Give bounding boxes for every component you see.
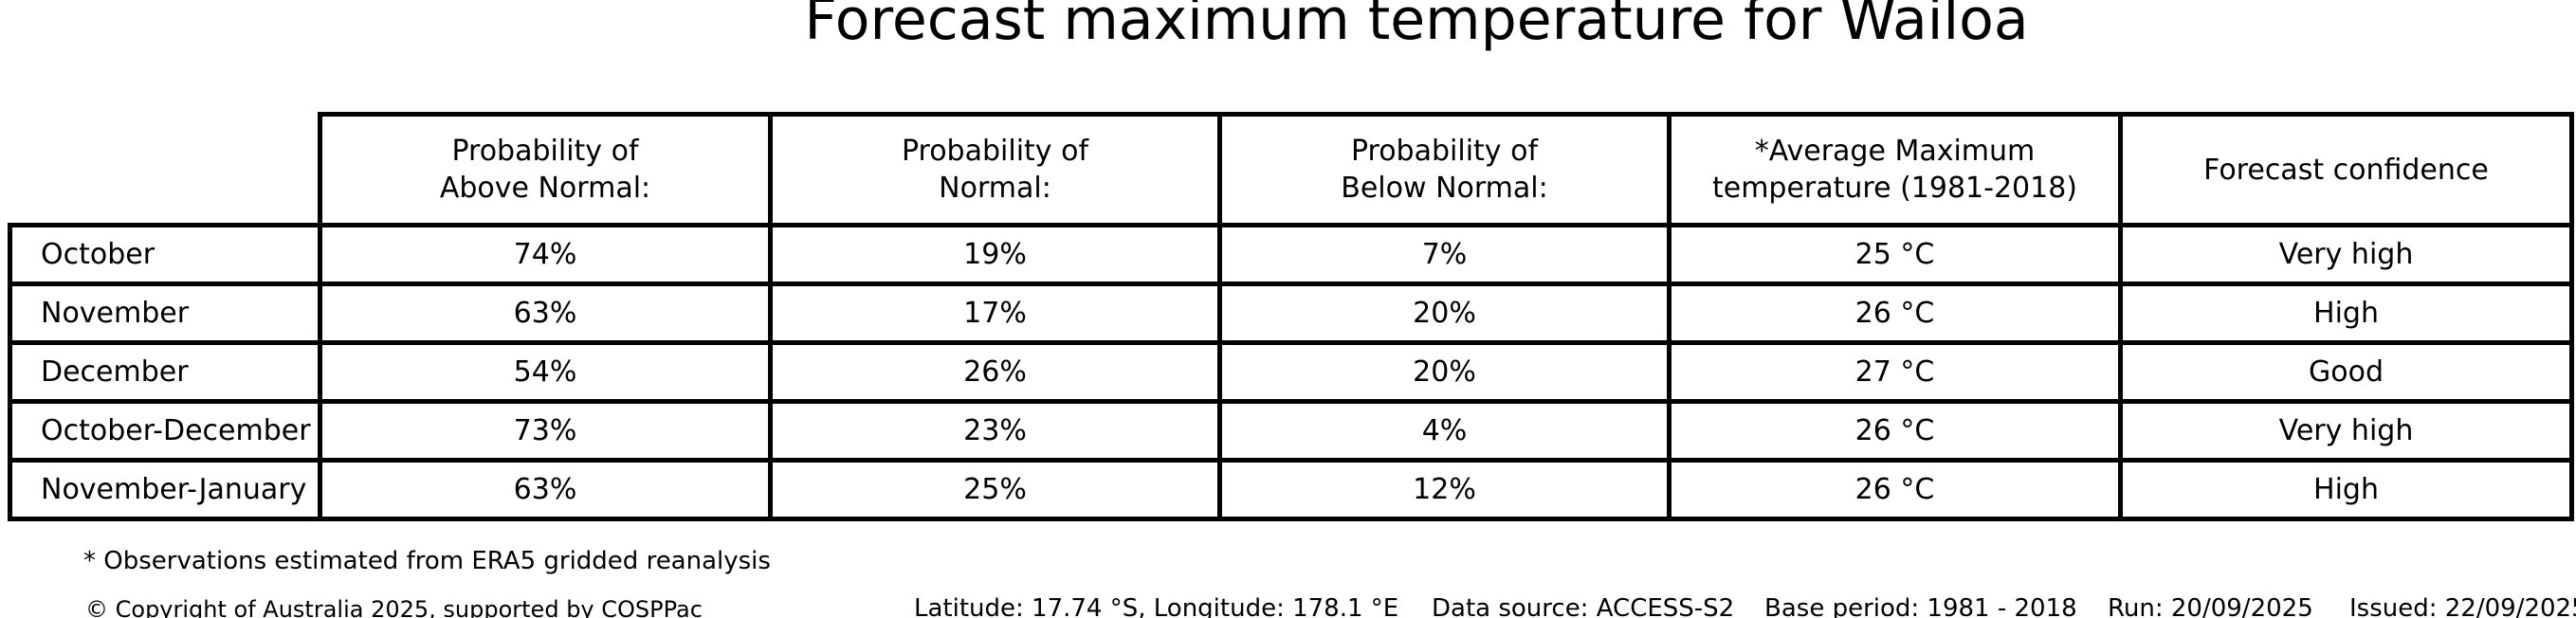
location-text: Latitude: 17.74 °S, Longitude: 178.1 °E [914,594,1399,618]
header-line: temperature (1981-2018) [1711,172,2078,205]
above-normal-cell: 63% [318,282,773,345]
page-title: Forecast maximum temperature for Wailoa [804,0,2029,53]
header-line: Probability of [451,135,639,168]
avg-temp-cell: 26 °C [1667,282,2123,345]
observations-footnote: * Observations estimated from ERA5 gridd… [83,547,771,575]
table-row: November-January 63% 25% 12% 26 °C High [8,458,2574,521]
avg-temp-cell: 26 °C [1667,399,2123,463]
header-probability-above-normal: Probability of Above Normal: [318,112,773,227]
header-average-max-temperature: *Average Maximum temperature (1981-2018) [1667,112,2123,227]
normal-cell: 19% [768,223,1222,286]
period-cell: December [8,340,322,404]
copyright-text: © Copyright of Australia 2025, supported… [85,596,703,618]
table-header-row: Probability of Above Normal: Probability… [10,112,2574,227]
header-line: *Average Maximum [1754,135,2036,168]
header-line: Above Normal: [439,172,651,205]
avg-temp-cell: 27 °C [1667,340,2123,404]
below-normal-cell: 4% [1217,399,1672,463]
header-forecast-confidence: Forecast confidence [2118,112,2574,227]
issued-date-text: Issued: 22/09/2025 [2349,594,2576,618]
header-probability-below-normal: Probability of Below Normal: [1217,112,1672,227]
header-line: Probability of [1350,135,1539,168]
table-row: December 54% 26% 20% 27 °C Good [8,340,2574,404]
period-cell: October-December [8,399,322,463]
run-date-text: Run: 20/09/2025 [2108,594,2313,618]
confidence-cell: Good [2118,340,2574,404]
forecast-table: Probability of Above Normal: Probability… [8,112,2574,521]
header-line: Below Normal: [1341,172,1548,205]
table-row: October-December 73% 23% 4% 26 °C Very h… [8,399,2574,463]
header-line: Forecast confidence [2203,153,2489,187]
avg-temp-cell: 26 °C [1667,458,2123,521]
above-normal-cell: 74% [318,223,773,286]
period-cell: November-January [8,458,322,521]
confidence-cell: Very high [2118,223,2574,286]
period-cell: October [8,223,322,286]
confidence-cell: High [2118,458,2574,521]
below-normal-cell: 20% [1217,282,1672,345]
above-normal-cell: 54% [318,340,773,404]
header-probability-normal: Probability of Normal: [768,112,1222,227]
header-blank-cell [10,115,320,226]
data-source-text: Data source: ACCESS-S2 [1432,594,1735,618]
above-normal-cell: 73% [318,399,773,463]
base-period-text: Base period: 1981 - 2018 [1764,594,2077,618]
confidence-cell: High [2118,282,2574,345]
below-normal-cell: 7% [1217,223,1672,286]
normal-cell: 26% [768,340,1222,404]
normal-cell: 17% [768,282,1222,345]
table-row: October 74% 19% 7% 25 °C Very high [8,223,2574,286]
header-line: Normal: [939,172,1051,205]
avg-temp-cell: 25 °C [1667,223,2123,286]
normal-cell: 25% [768,458,1222,521]
normal-cell: 23% [768,399,1222,463]
below-normal-cell: 12% [1217,458,1672,521]
above-normal-cell: 63% [318,458,773,521]
below-normal-cell: 20% [1217,340,1672,404]
confidence-cell: Very high [2118,399,2574,463]
period-cell: November [8,282,322,345]
header-line: Probability of [901,135,1089,168]
table-row: November 63% 17% 20% 26 °C High [8,282,2574,345]
